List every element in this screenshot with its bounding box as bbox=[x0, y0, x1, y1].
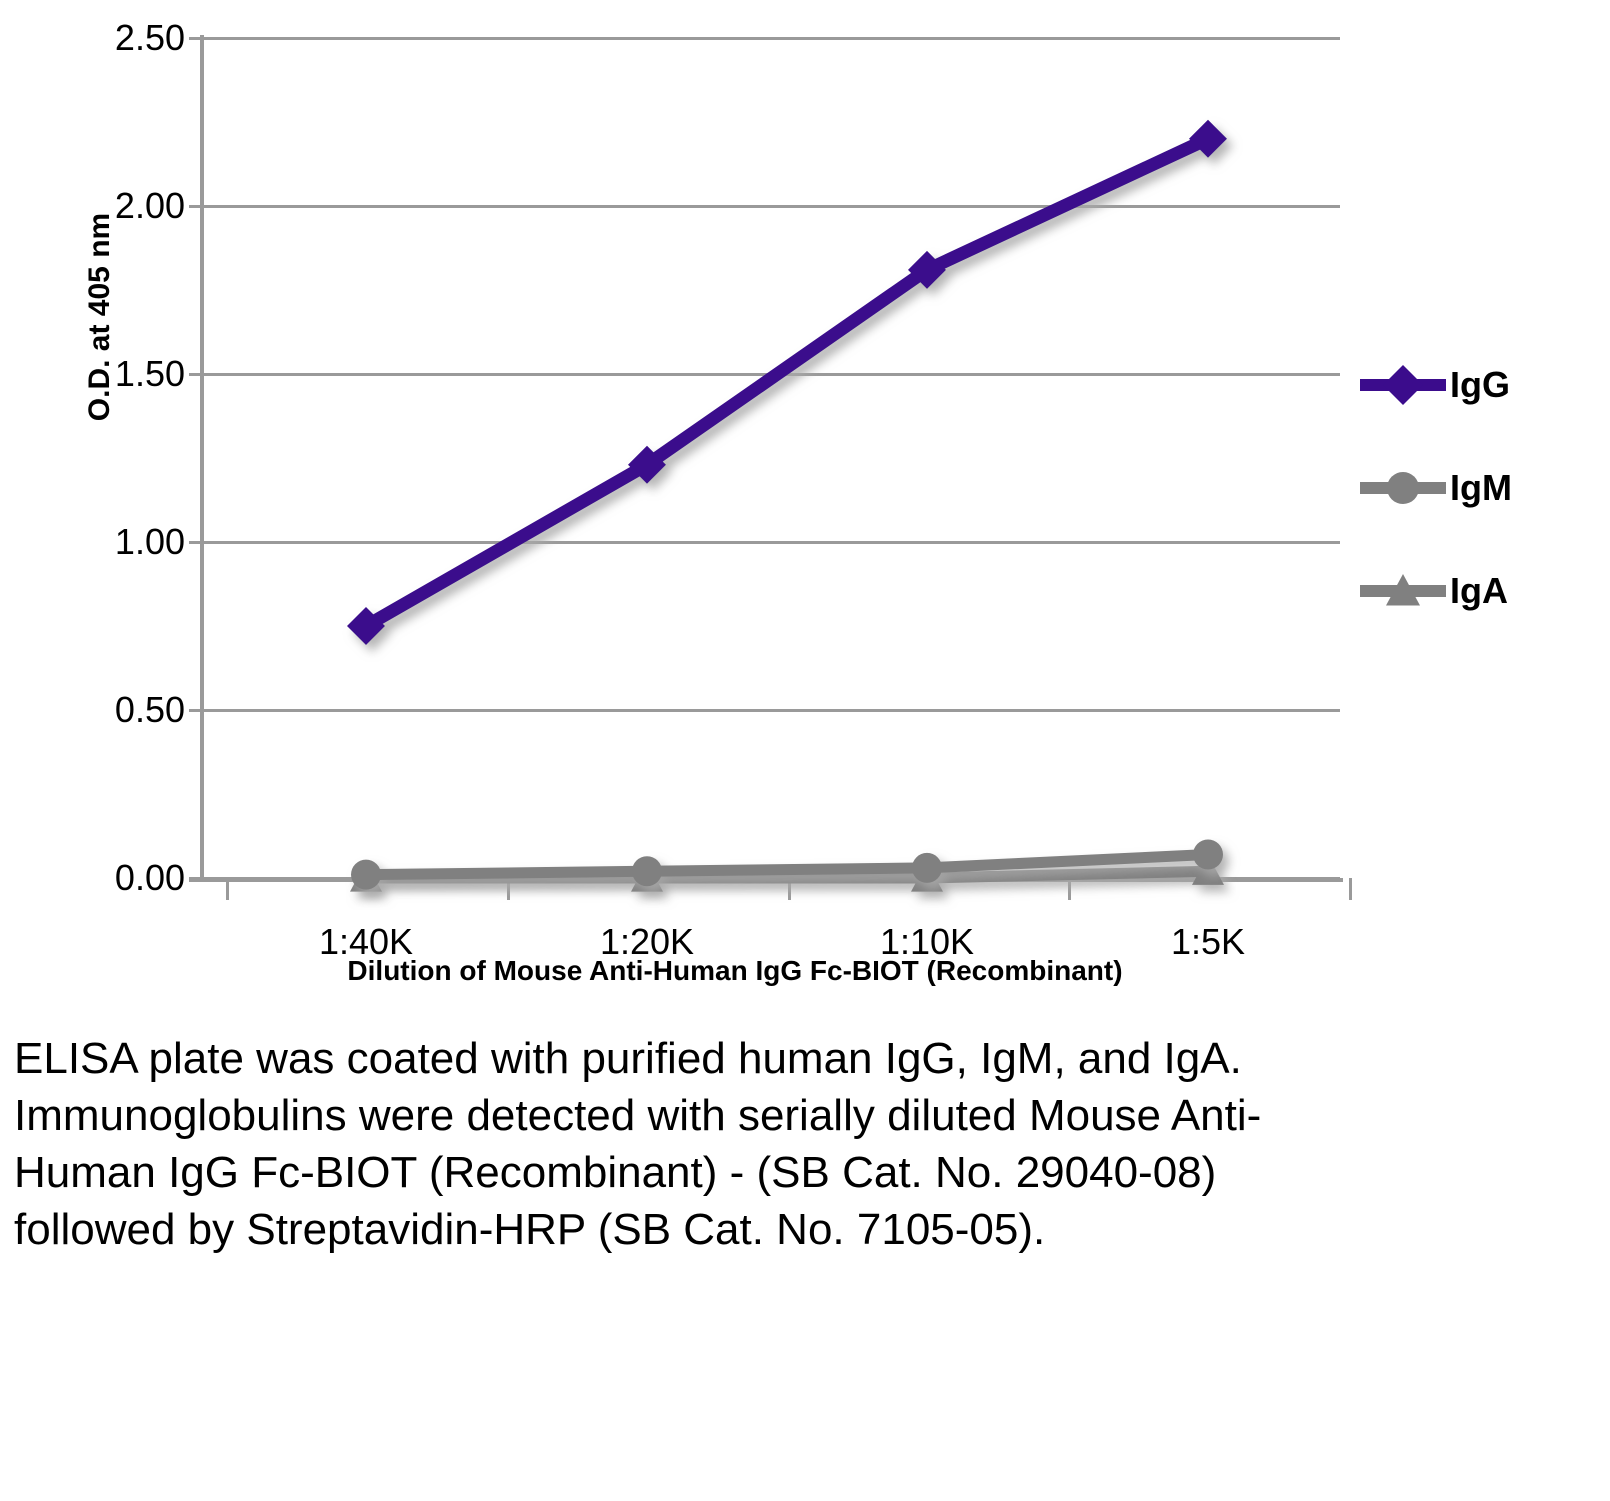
y-axis-tick-label: 2.00 bbox=[114, 185, 185, 226]
gridline bbox=[203, 37, 1340, 40]
y-tick-mark bbox=[189, 877, 203, 880]
legend-label: IgG bbox=[1450, 364, 1510, 405]
figure-caption: ELISA plate was coated with purified hum… bbox=[14, 1034, 1262, 1254]
y-axis-line bbox=[200, 35, 204, 881]
x-axis-title: Dilution of Mouse Anti-Human IgG Fc-BIOT… bbox=[347, 955, 1123, 986]
gridline bbox=[203, 541, 1340, 544]
gridline bbox=[203, 709, 1340, 712]
x-tick-mark bbox=[1067, 878, 1071, 900]
legend-swatch-diamond-icon bbox=[1358, 365, 1448, 405]
series-line bbox=[362, 132, 1211, 632]
data-point-circle bbox=[1193, 839, 1223, 870]
series-line bbox=[365, 848, 1209, 881]
x-tick-mark bbox=[225, 878, 229, 900]
x-tick-mark bbox=[506, 878, 510, 900]
data-point-diamond bbox=[347, 607, 385, 645]
x-tick-mark bbox=[1348, 878, 1352, 900]
y-tick-mark bbox=[189, 205, 203, 208]
series-layer bbox=[347, 119, 1227, 892]
legend-item-igm[interactable]: IgM bbox=[1358, 458, 1598, 528]
y-axis-tick-label: 0.50 bbox=[114, 689, 185, 730]
data-point-circle bbox=[912, 852, 942, 883]
y-axis-tick-label: 1.00 bbox=[114, 521, 185, 562]
legend-swatch-circle-icon bbox=[1358, 472, 1448, 504]
legend-item-igg[interactable]: IgG bbox=[1358, 355, 1598, 425]
data-point-diamond bbox=[628, 445, 666, 484]
series-igg bbox=[347, 119, 1227, 645]
gridline bbox=[203, 205, 1340, 208]
legend-item-iga[interactable]: IgA bbox=[1358, 561, 1598, 631]
y-tick-mark bbox=[189, 709, 203, 712]
legend-label: IgM bbox=[1450, 467, 1512, 508]
y-tick-mark bbox=[189, 37, 203, 40]
y-axis-tick-label: 0.00 bbox=[114, 857, 185, 898]
x-axis-tick-label: 1:40K bbox=[318, 921, 414, 962]
chart-legend: IgG IgM IgA bbox=[1358, 355, 1598, 635]
x-tick-mark bbox=[787, 878, 791, 900]
data-point-triangle bbox=[1192, 855, 1224, 885]
series-igm bbox=[351, 839, 1223, 890]
legend-label: IgA bbox=[1450, 570, 1508, 611]
y-axis-tick-label: 2.50 bbox=[114, 17, 185, 58]
data-point-circle bbox=[632, 856, 662, 887]
x-axis-tick-label: 1:5K bbox=[1170, 921, 1246, 962]
data-point-circle bbox=[351, 859, 381, 890]
y-axis-tick-labels: 2.50 2.00 1.50 1.00 0.50 0.00 bbox=[75, 0, 185, 900]
x-axis-tick-label: 1:20K bbox=[599, 921, 695, 962]
y-tick-mark bbox=[189, 373, 203, 376]
legend-swatch-triangle-icon bbox=[1358, 574, 1448, 606]
x-axis-tick-label: 1:10K bbox=[879, 921, 975, 962]
data-point-diamond bbox=[1189, 119, 1227, 158]
y-tick-mark bbox=[189, 541, 203, 544]
y-axis-tick-label: 1.50 bbox=[114, 353, 185, 394]
data-point-diamond bbox=[908, 250, 946, 289]
elisa-chart-figure: O.D. at 405 nm 2.50 2.00 1.50 1.00 0.50 0.00 … bbox=[75, 0, 1598, 987]
